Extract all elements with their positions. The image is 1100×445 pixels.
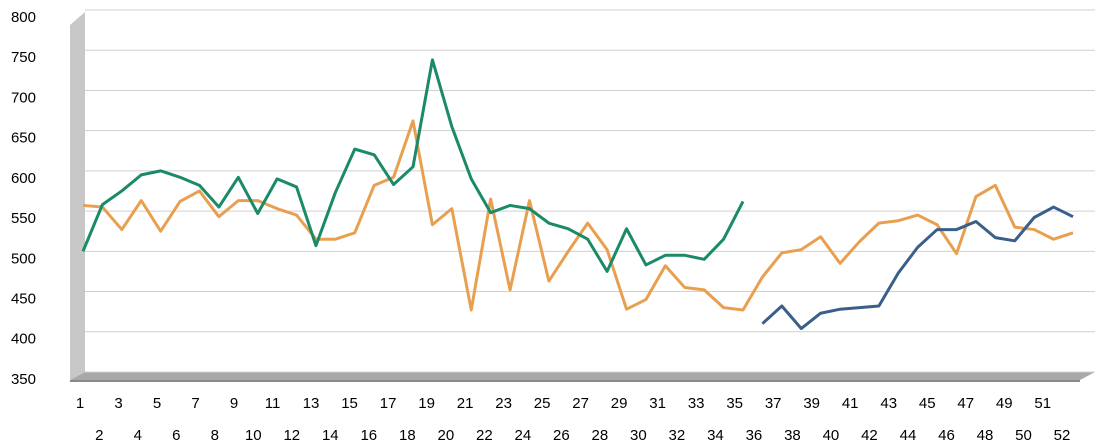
x-tick-label: 44 [900, 427, 917, 444]
x-tick-label: 37 [765, 395, 782, 412]
x-tick-label: 8 [211, 427, 219, 444]
x-tick-label: 30 [630, 427, 647, 444]
x-tick-label: 43 [880, 395, 897, 412]
x-tick-label: 14 [322, 427, 339, 444]
x-tick-label: 3 [114, 395, 122, 412]
x-tick-label: 32 [669, 427, 686, 444]
x-tick-label: 42 [861, 427, 878, 444]
x-tick-label: 45 [919, 395, 936, 412]
x-tick-label: 20 [437, 427, 454, 444]
floor [70, 372, 1095, 380]
x-tick-label: 6 [172, 427, 180, 444]
x-tick-label: 50 [1015, 427, 1032, 444]
x-tick-label: 15 [341, 395, 358, 412]
x-tick-label: 48 [977, 427, 994, 444]
x-tick-label: 17 [380, 395, 397, 412]
x-tick-label: 12 [283, 427, 300, 444]
series-line [82, 119, 1074, 312]
x-tick-label: 40 [823, 427, 840, 444]
x-tick-label: 31 [649, 395, 666, 412]
x-tick-label: 21 [457, 395, 474, 412]
x-tick-label: 51 [1034, 395, 1051, 412]
x-tick-label: 46 [938, 427, 955, 444]
x-tick-label: 18 [399, 427, 416, 444]
x-tick-label: 27 [572, 395, 589, 412]
x-tick-label: 49 [996, 395, 1013, 412]
x-tick-label: 41 [842, 395, 859, 412]
x-tick-label: 19 [418, 395, 435, 412]
x-tick-label: 29 [611, 395, 628, 412]
y-tick-label: 450 [11, 291, 36, 308]
x-tick-label: 7 [191, 395, 199, 412]
y-tick-label: 500 [11, 250, 36, 267]
y-tick-label: 400 [11, 331, 36, 348]
y-tick-label: 650 [11, 130, 36, 147]
x-tick-label: 34 [707, 427, 724, 444]
x-tick-label: 10 [245, 427, 262, 444]
y-tick-label: 700 [11, 89, 36, 106]
x-tick-label: 36 [746, 427, 763, 444]
x-tick-label: 11 [265, 395, 281, 412]
floor-edge [70, 380, 1080, 382]
y-tick-label: 800 [11, 9, 36, 26]
x-tick-label: 16 [360, 427, 377, 444]
x-tick-label: 28 [592, 427, 609, 444]
x-tick-label: 47 [957, 395, 974, 412]
y-tick-label: 600 [11, 170, 36, 187]
x-tick-label: 9 [230, 395, 238, 412]
x-tick-label: 33 [688, 395, 705, 412]
x-tick-label: 38 [784, 427, 801, 444]
x-tick-label: 2 [95, 427, 103, 444]
x-tick-label: 4 [134, 427, 142, 444]
series-line [81, 58, 745, 273]
x-tick-label: 24 [515, 427, 532, 444]
y-tick-label: 550 [11, 210, 36, 227]
x-tick-label: 39 [803, 395, 820, 412]
series-line [761, 205, 1074, 331]
x-tick-label: 23 [495, 395, 512, 412]
y-tick-label: 350 [11, 371, 36, 388]
x-tick-label: 13 [303, 395, 320, 412]
x-tick-label: 22 [476, 427, 493, 444]
x-tick-label: 5 [153, 395, 161, 412]
x-tick-label: 26 [553, 427, 570, 444]
x-tick-label: 35 [726, 395, 743, 412]
side-wall [70, 12, 85, 380]
x-tick-label: 52 [1054, 427, 1071, 444]
y-tick-label: 750 [11, 49, 36, 66]
x-tick-label: 25 [534, 395, 551, 412]
x-tick-label: 1 [76, 395, 84, 412]
